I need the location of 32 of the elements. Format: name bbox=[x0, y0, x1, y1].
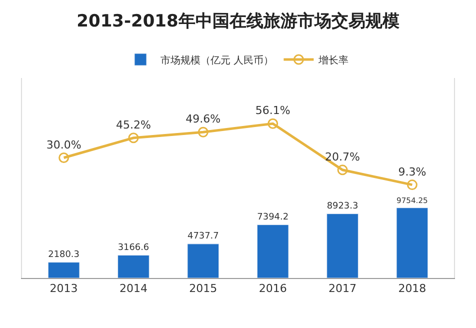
data-label: 8923.3 bbox=[326, 201, 358, 212]
x-tick-label: 2015 bbox=[189, 282, 218, 296]
point bbox=[406, 180, 418, 190]
x-tick-label: 2016 bbox=[258, 282, 287, 296]
x-tick-label: 2018 bbox=[398, 282, 426, 296]
data-label: 9.3% bbox=[398, 165, 426, 178]
data-label: 2180.3 bbox=[48, 250, 80, 260]
data-label: 56.1% bbox=[255, 104, 290, 118]
data-label: 4737.7 bbox=[187, 231, 219, 242]
x-tick-label: 2014 bbox=[119, 282, 148, 296]
bar bbox=[396, 208, 428, 278]
data-label: 30.0% bbox=[46, 138, 82, 152]
point bbox=[198, 126, 208, 138]
x-tick-label: 2013 bbox=[50, 282, 78, 296]
data-label: 20.7% bbox=[325, 150, 360, 164]
data-label: 7394.2 bbox=[257, 212, 289, 222]
point bbox=[268, 118, 278, 129]
bar bbox=[326, 214, 358, 278]
data-label: 3166.6 bbox=[118, 242, 150, 253]
bar bbox=[256, 224, 289, 278]
legend-label: 增长率 bbox=[318, 54, 349, 66]
bar bbox=[118, 254, 150, 278]
chart-title: 2013-2018年中国在线旅游市场交易规模 bbox=[76, 12, 400, 32]
bar bbox=[187, 244, 220, 278]
data-label: 45.2% bbox=[116, 118, 151, 132]
data-label: 49.6% bbox=[186, 112, 221, 126]
bar bbox=[48, 262, 80, 278]
point bbox=[128, 132, 139, 144]
point bbox=[58, 152, 70, 163]
legend-label: 市场规模（亿元 人民币） bbox=[160, 54, 274, 66]
x-tick-label: 2017 bbox=[328, 282, 357, 296]
point bbox=[337, 164, 348, 176]
